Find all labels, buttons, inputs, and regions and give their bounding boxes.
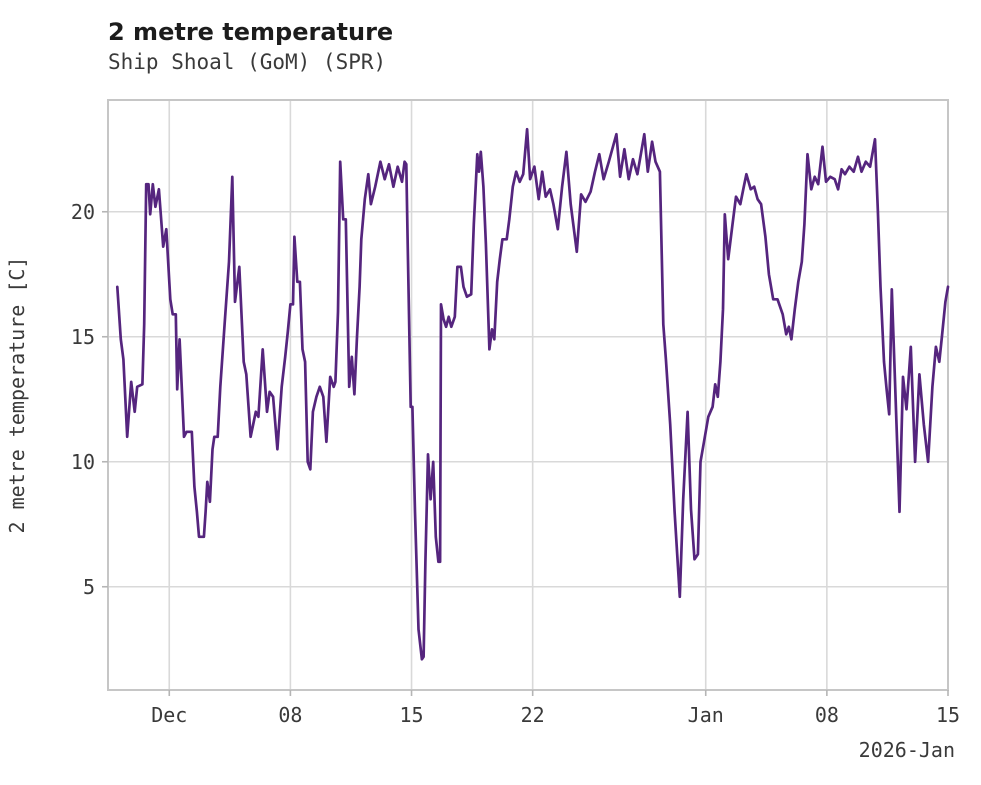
x-tick-label: 15	[399, 703, 423, 727]
x-tick-label: 08	[278, 703, 302, 727]
x-tick-label: 22	[521, 703, 545, 727]
temperature-line	[115, 127, 950, 661]
y-tick-label: 20	[71, 200, 95, 224]
x-tick-label: Jan	[688, 703, 724, 727]
x-tick-label: 15	[936, 703, 960, 727]
x-tick-label: Dec	[151, 703, 187, 727]
y-tick-label: 10	[71, 450, 95, 474]
y-tick-label: 5	[83, 575, 95, 599]
x-tick-label: 08	[815, 703, 839, 727]
x-axis-year-annotation: 2026-Jan	[858, 738, 955, 762]
chart-subtitle: Ship Shoal (GoM) (SPR)	[108, 50, 387, 74]
chart-title: 2 metre temperature	[108, 18, 394, 46]
plot-frame	[107, 99, 949, 691]
y-tick-label: 15	[71, 325, 95, 349]
